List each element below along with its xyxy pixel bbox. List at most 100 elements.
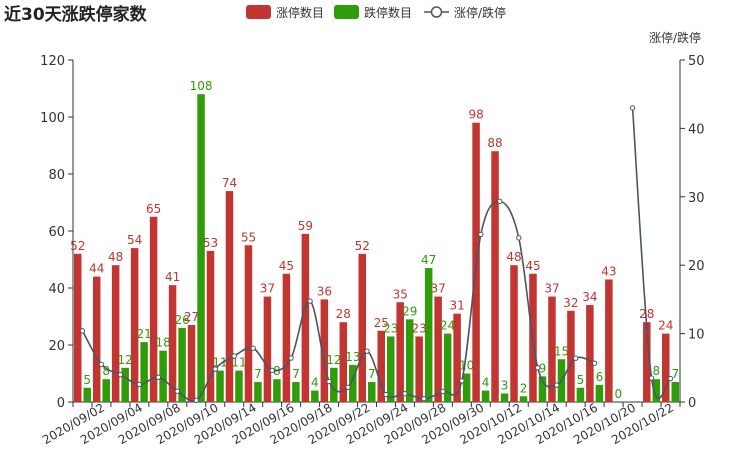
- bar-limit-up[interactable]: [263, 296, 272, 402]
- bar-limit-up[interactable]: [662, 333, 670, 402]
- bar-limit-up[interactable]: [586, 305, 594, 402]
- bar-limit-up[interactable]: [605, 279, 613, 402]
- bar-limit-down[interactable]: [386, 336, 395, 402]
- point-ratio[interactable]: [212, 366, 218, 372]
- legend-ratio-label[interactable]: 涨停/跌停: [454, 5, 506, 20]
- bar-limit-down[interactable]: [83, 387, 91, 402]
- bar-limit-down[interactable]: [443, 333, 452, 402]
- point-ratio[interactable]: [364, 348, 370, 354]
- bar-limit-up[interactable]: [453, 313, 461, 402]
- point-ratio[interactable]: [250, 345, 256, 351]
- bar-limit-up[interactable]: [434, 296, 442, 402]
- point-ratio[interactable]: [269, 367, 275, 374]
- bar-limit-down[interactable]: [595, 384, 604, 402]
- bar-limit-down[interactable]: [178, 327, 186, 402]
- bar-limit-down[interactable]: [216, 370, 224, 402]
- data-label-limit-up: 59: [298, 219, 313, 233]
- bar-limit-up[interactable]: [130, 248, 139, 402]
- bar-limit-up[interactable]: [73, 253, 82, 402]
- bar-limit-up[interactable]: [415, 336, 423, 402]
- point-ratio[interactable]: [402, 391, 408, 397]
- bar-limit-up[interactable]: [282, 273, 291, 402]
- point-ratio[interactable]: [648, 375, 655, 381]
- bar-limit-down[interactable]: [121, 367, 129, 402]
- bar-limit-up[interactable]: [643, 322, 651, 402]
- point-ratio[interactable]: [554, 382, 560, 388]
- bar-limit-up[interactable]: [187, 325, 196, 402]
- point-ratio[interactable]: [193, 397, 199, 403]
- bar-limit-down[interactable]: [462, 373, 471, 403]
- legend-limit-up-swatch[interactable]: [246, 5, 271, 19]
- bar-limit-down[interactable]: [235, 370, 243, 402]
- bar-limit-down[interactable]: [254, 382, 262, 402]
- data-label-limit-up: 53: [203, 236, 218, 250]
- bar-limit-down[interactable]: [197, 94, 205, 402]
- bar-limit-up[interactable]: [301, 233, 310, 402]
- bar-limit-down[interactable]: [292, 382, 300, 402]
- bar-limit-up[interactable]: [396, 302, 404, 402]
- point-ratio[interactable]: [326, 378, 332, 385]
- bar-limit-up[interactable]: [225, 191, 234, 402]
- series-line-ratio[interactable]: [81, 200, 595, 402]
- legend-limit-down-swatch[interactable]: [334, 5, 359, 19]
- point-ratio[interactable]: [421, 395, 427, 402]
- bar-limit-down[interactable]: [102, 379, 110, 402]
- bar-limit-up[interactable]: [111, 265, 120, 402]
- legend-limit-down-label[interactable]: 跌停数目: [364, 5, 412, 20]
- point-ratio[interactable]: [155, 374, 162, 381]
- bar-limit-up[interactable]: [339, 322, 348, 402]
- bar-limit-up[interactable]: [548, 296, 556, 402]
- bar-limit-down[interactable]: [349, 364, 357, 402]
- bar-limit-down[interactable]: [538, 376, 547, 402]
- bar-limit-down[interactable]: [481, 390, 490, 402]
- point-ratio[interactable]: [459, 378, 465, 384]
- bar-limit-up[interactable]: [168, 285, 177, 402]
- bar-limit-up[interactable]: [567, 310, 575, 402]
- bar-limit-up[interactable]: [510, 265, 518, 402]
- bar-limit-up[interactable]: [377, 330, 385, 402]
- bar-limit-up[interactable]: [491, 151, 499, 402]
- bar-limit-up[interactable]: [92, 276, 101, 402]
- point-ratio[interactable]: [136, 381, 143, 388]
- point-ratio[interactable]: [591, 360, 598, 366]
- bar-limit-down[interactable]: [652, 379, 661, 402]
- point-ratio[interactable]: [174, 388, 181, 394]
- data-label-limit-up: 31: [449, 299, 464, 313]
- bar-limit-down[interactable]: [140, 342, 148, 402]
- bar-limit-down[interactable]: [273, 379, 281, 402]
- point-ratio[interactable]: [307, 298, 313, 304]
- bar-limit-up[interactable]: [244, 245, 253, 402]
- point-ratio[interactable]: [535, 365, 541, 371]
- bar-limit-down[interactable]: [500, 393, 509, 402]
- bar-limit-down[interactable]: [576, 387, 585, 402]
- bar-limit-up[interactable]: [149, 216, 158, 402]
- point-ratio[interactable]: [497, 198, 503, 205]
- point-ratio[interactable]: [440, 388, 446, 395]
- bar-limit-down[interactable]: [405, 319, 414, 402]
- bar-limit-down[interactable]: [330, 367, 338, 402]
- point-ratio[interactable]: [288, 355, 294, 361]
- bar-limit-down[interactable]: [671, 382, 680, 402]
- legend-limit-up-label[interactable]: 涨停数目: [276, 5, 324, 20]
- point-ratio[interactable]: [117, 371, 124, 378]
- series-line-ratio[interactable]: [631, 107, 672, 399]
- point-ratio[interactable]: [516, 235, 522, 241]
- point-ratio[interactable]: [383, 391, 389, 398]
- legend-ratio-swatch-symbol[interactable]: [430, 6, 443, 18]
- point-ratio[interactable]: [79, 328, 86, 334]
- bar-limit-up[interactable]: [320, 299, 329, 402]
- bar-limit-down[interactable]: [519, 396, 528, 402]
- bar-limit-down[interactable]: [424, 268, 433, 402]
- point-ratio[interactable]: [629, 105, 636, 111]
- bar-limit-down[interactable]: [311, 390, 319, 402]
- bar-limit-up[interactable]: [206, 250, 215, 402]
- point-ratio[interactable]: [667, 375, 674, 382]
- point-ratio[interactable]: [345, 384, 351, 390]
- point-ratio[interactable]: [231, 353, 237, 359]
- bar-limit-down[interactable]: [159, 350, 167, 402]
- point-ratio[interactable]: [572, 355, 579, 361]
- point-ratio[interactable]: [478, 231, 484, 238]
- bar-limit-down[interactable]: [368, 382, 376, 402]
- point-ratio[interactable]: [98, 361, 105, 368]
- bar-limit-up[interactable]: [358, 253, 367, 402]
